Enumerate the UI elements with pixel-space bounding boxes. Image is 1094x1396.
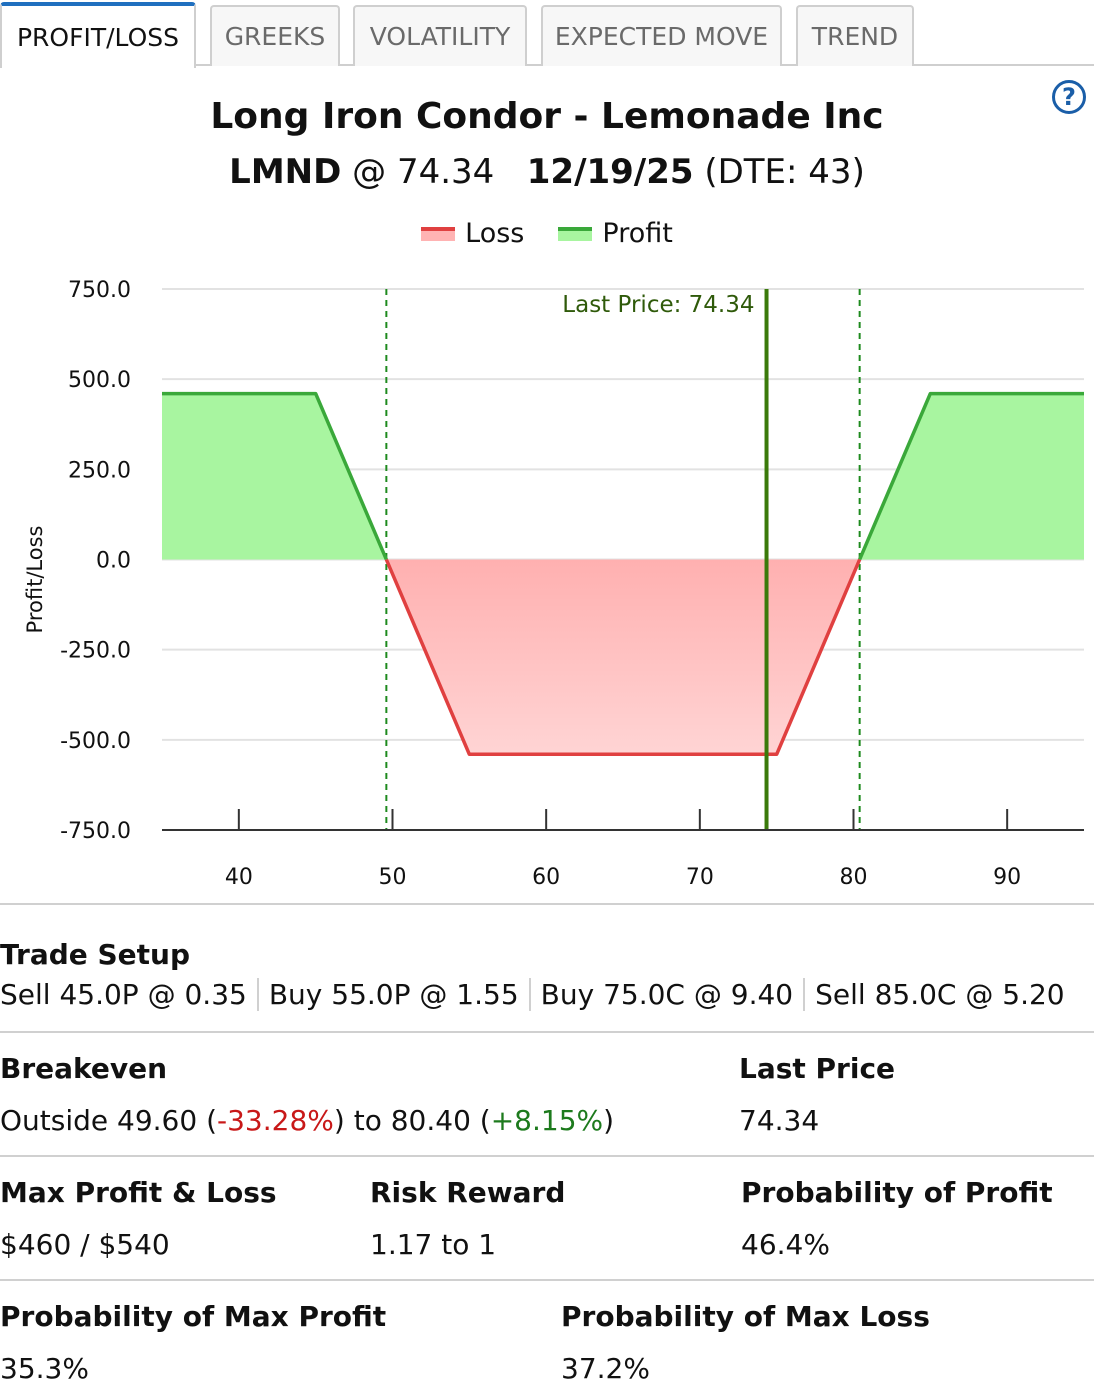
breakeven-suffix: ): [603, 1104, 615, 1137]
breakeven-label: Breakeven: [0, 1052, 168, 1085]
profit-line: [162, 391, 388, 561]
prob-max-profit-label: Probability of Max Profit: [0, 1300, 387, 1333]
trade-leg: Sell 45.0P @ 0.35: [0, 978, 247, 1011]
y-tick-label: 0.0: [96, 549, 131, 574]
max-profit-loss-label: Max Profit & Loss: [0, 1176, 277, 1209]
y-tick-label: -500.0: [60, 729, 131, 754]
breakeven-value: Outside 49.60 (-33.28%) to 80.40 (+8.15%…: [0, 1104, 614, 1137]
y-tick-label: -250.0: [60, 639, 131, 664]
divider: [0, 903, 1094, 905]
tab-trend[interactable]: TREND: [796, 5, 914, 66]
loss-area: [386, 559, 860, 755]
breakeven-low-pct: -33.28%: [217, 1104, 334, 1137]
prob-max-profit-value: 35.3%: [0, 1352, 89, 1385]
profit-line: [858, 391, 1084, 561]
last-price-label: Last Price: [739, 1052, 896, 1085]
tab-greeks[interactable]: GREEKS: [210, 5, 340, 66]
trade-leg: Sell 85.0C @ 5.20: [803, 978, 1075, 1011]
tab-bar: PROFIT/LOSS GREEKS VOLATILITY EXPECTED M…: [0, 0, 1094, 68]
trade-leg: Buy 55.0P @ 1.55: [256, 978, 529, 1011]
y-axis-label: Profit/Loss: [23, 526, 47, 634]
breakeven-high: ) to 80.40 (: [333, 1104, 491, 1137]
breakeven-low: Outside 49.60 (: [0, 1104, 218, 1137]
loss-line: [384, 558, 862, 757]
tab-expected-move[interactable]: EXPECTED MOVE: [541, 5, 782, 66]
legend-loss-label: Loss: [465, 218, 525, 249]
x-tick-label: 90: [993, 865, 1021, 890]
expiry-date: 12/19/25: [526, 152, 694, 192]
risk-reward-label: Risk Reward: [370, 1176, 566, 1209]
profit-area: [162, 393, 387, 560]
profit-area: [859, 393, 1084, 560]
prob-profit-value: 46.4%: [741, 1228, 830, 1261]
chart-title: Long Iron Condor - Lemonade Inc: [210, 96, 884, 137]
divider: [0, 1155, 1094, 1157]
last-price-value: 74.34: [739, 1104, 820, 1137]
trade-setup-legs: Sell 45.0P @ 0.35 Buy 55.0P @ 1.55 Buy 7…: [0, 978, 1075, 1011]
tab-volatility[interactable]: VOLATILITY: [353, 5, 527, 66]
symbol: LMND: [229, 152, 342, 192]
chart-subtitle: LMND @ 74.34 12/19/25 (DTE: 43): [0, 152, 1094, 192]
profit-swatch-icon: [558, 226, 593, 241]
legend-loss[interactable]: Loss: [421, 218, 524, 249]
max-profit-loss-value: $460 / $540: [0, 1228, 170, 1261]
divider: [0, 1279, 1094, 1281]
prob-max-loss-value: 37.2%: [561, 1352, 650, 1385]
legend-profit[interactable]: Profit: [558, 218, 673, 249]
y-tick-label: -750.0: [60, 819, 131, 844]
risk-reward-value: 1.17 to 1: [370, 1228, 497, 1261]
x-tick-label: 50: [379, 865, 407, 890]
profit-loss-chart: Last Price: 74.34 750.0 500.0 250.0 0.0 -250…: [23, 278, 1084, 890]
x-tick-label: 60: [532, 865, 560, 890]
breakeven-high-pct: +8.15%: [490, 1104, 604, 1137]
trade-leg: Buy 75.0C @ 9.40: [528, 978, 803, 1011]
underlying-price: @ 74.34: [352, 152, 495, 192]
x-tick-label: 70: [686, 865, 714, 890]
divider: [0, 1031, 1094, 1033]
dte: (DTE: 43): [704, 152, 865, 192]
x-tick-label: 80: [840, 865, 868, 890]
last-price-annotation: Last Price: 74.34: [562, 292, 754, 318]
tab-profit-loss[interactable]: PROFIT/LOSS: [0, 2, 196, 68]
y-tick-label: 250.0: [68, 458, 131, 483]
legend-profit-label: Profit: [602, 218, 673, 249]
trade-setup-label: Trade Setup: [0, 938, 191, 971]
x-tick-label: 40: [225, 865, 253, 890]
question-circle-icon[interactable]: ?: [1052, 80, 1086, 114]
prob-profit-label: Probability of Profit: [741, 1176, 1053, 1209]
chart-legend: Loss Profit: [0, 218, 1094, 249]
loss-swatch-icon: [421, 226, 456, 241]
y-tick-label: 500.0: [68, 368, 131, 393]
y-tick-label: 750.0: [68, 278, 131, 303]
prob-max-loss-label: Probability of Max Loss: [561, 1300, 930, 1333]
